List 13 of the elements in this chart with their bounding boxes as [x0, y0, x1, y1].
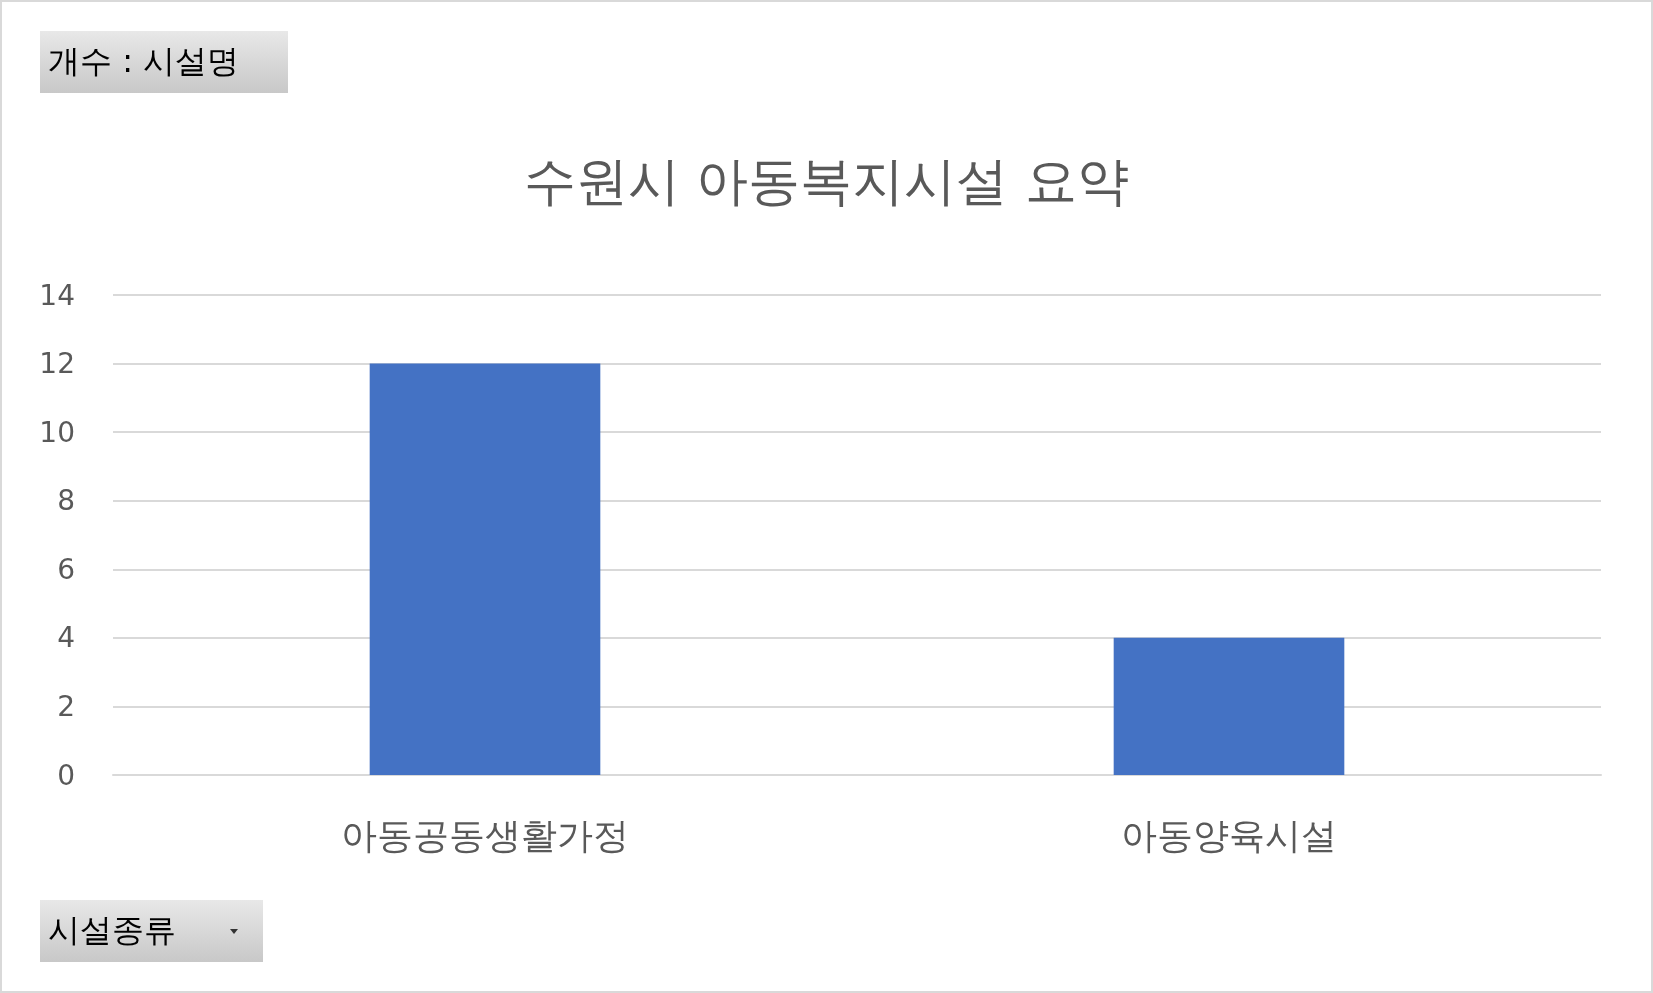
y-tick-label: 10 [39, 415, 75, 449]
x-tick-label: 아동공동생활가정 [341, 814, 629, 856]
y-tick-label: 4 [57, 621, 75, 655]
y-tick-label: 12 [39, 347, 75, 381]
text: 시설종류 [40, 900, 263, 962]
chart-title: 수원시 아동복지시설 요약 [523, 151, 1130, 211]
text: 개수 : 시설명 [40, 31, 288, 93]
y-tick-label: 2 [57, 689, 75, 723]
y-tick-label: 6 [57, 552, 75, 586]
y-tick-label: 0 [57, 758, 75, 792]
y-tick-label: 8 [57, 484, 75, 518]
x-tick-label: 아동양육시설 [1121, 814, 1337, 856]
y-tick-label: 14 [39, 278, 75, 312]
